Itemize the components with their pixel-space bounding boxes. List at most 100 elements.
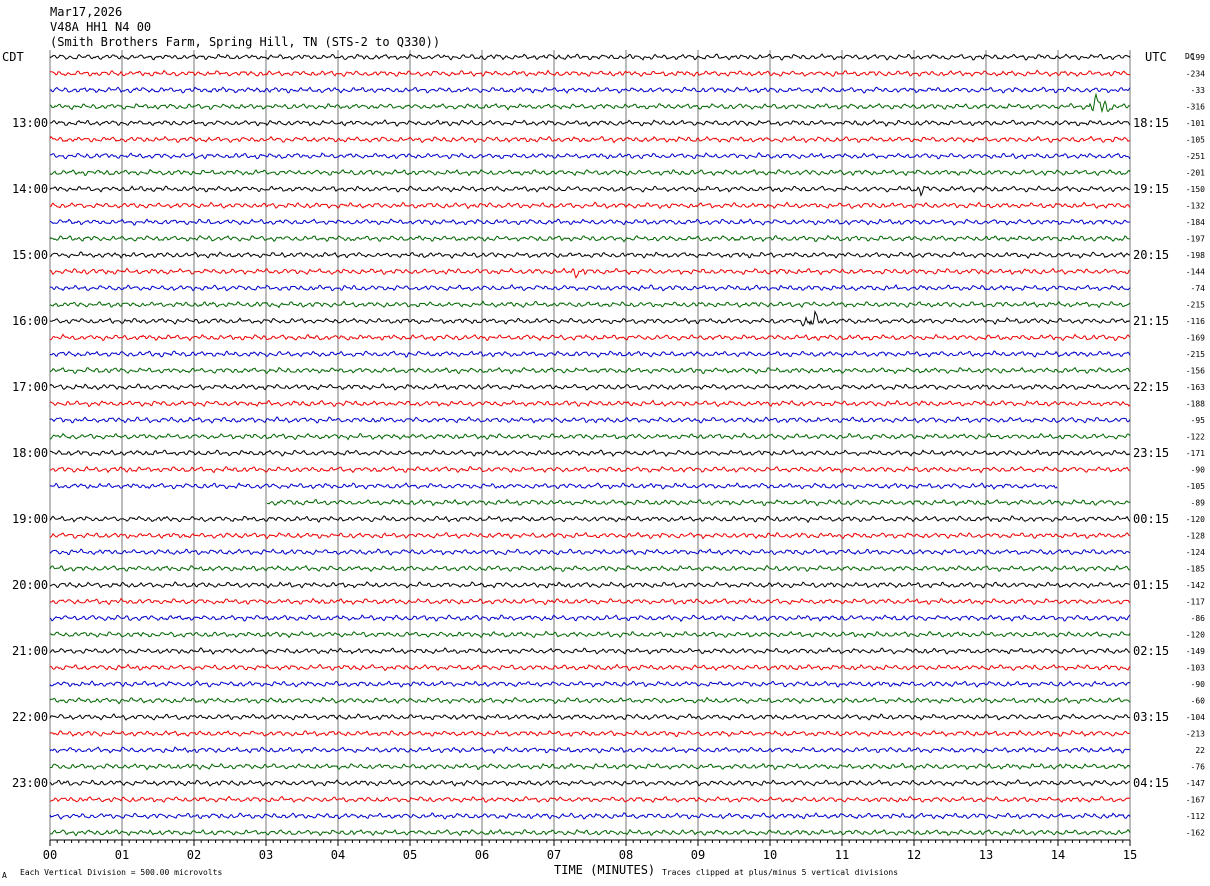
trace-18 [49,333,1131,342]
trace-30 [49,531,1131,540]
x-axis: 00 01 02 03 04 05 06 07 08 09 10 11 12 13 14 15 [43,839,1137,862]
trace-20 [49,366,1131,375]
x-tick-label-01: 01 [115,848,129,862]
trace-28 [266,498,1131,507]
x-axis-title: TIME (MINUTES) [554,863,655,877]
trace-45 [49,779,1131,787]
x-tick-label-11: 11 [835,848,849,862]
trace-8 [49,168,1131,177]
dc-offset-label: -316 [1186,103,1205,112]
trace-21 [49,383,1131,391]
right-timezone-label: UTC [1145,50,1167,64]
trace-25 [49,449,1131,458]
x-tick-label-12: 12 [907,848,921,862]
dc-offset-labels: -199 -234 -33 -316 -101 -105 -251 -201 -150 -132 -… [1186,53,1205,838]
dc-offset-label: -116 [1186,317,1205,326]
trace-44 [49,762,1131,771]
x-tick-label-15: 15 [1123,848,1137,862]
dc-offset-label: -199 [1186,53,1205,62]
header-site: (Smith Brothers Farm, Spring Hill, TN (S… [50,35,440,49]
dc-offset-label: -89 [1191,499,1206,508]
dc-offset-label: -104 [1186,713,1205,722]
left-hour-label: 23:00 [12,776,48,790]
dc-offset-label: -120 [1186,631,1205,640]
dc-offset-label: -169 [1186,334,1205,343]
x-tick-label-04: 04 [331,848,345,862]
dc-offset-label: -167 [1186,796,1205,805]
dc-offset-label: -90 [1191,680,1206,689]
dc-offset-label: -74 [1191,284,1206,293]
trace-29 [49,515,1131,524]
trace-36 [49,630,1131,639]
x-tick-label-13: 13 [979,848,993,862]
dc-offset-label: -147 [1186,779,1205,788]
right-hour-label: 02:15 [1133,644,1169,658]
right-hour-label: 22:15 [1133,380,1169,394]
dc-offset-label: -105 [1186,136,1205,145]
vertical-scale-note: Each Vertical Division = 500.00 microvol… [20,868,222,877]
dc-offset-label: -90 [1191,466,1206,475]
trace-48 [49,828,1131,837]
trace-3 [49,86,1131,94]
x-tick-label-14: 14 [1051,848,1065,862]
dc-offset-label: -142 [1186,581,1205,590]
trace-26 [49,465,1131,474]
trace-13 [49,251,1131,259]
dc-offset-label: -76 [1191,763,1206,772]
x-tick-label-02: 02 [187,848,201,862]
x-tick-label-06: 06 [475,848,489,862]
seismic-traces [49,53,1131,837]
dc-header-label: DC [1185,52,1195,61]
x-tick-label-10: 10 [763,848,777,862]
left-hour-label: 17:00 [12,380,48,394]
dc-offset-label: -117 [1186,598,1205,607]
trace-40 [49,696,1131,705]
dc-offset-label: -103 [1186,664,1205,673]
header-date: Mar17,2026 [50,5,122,19]
dc-offset-label: -33 [1191,86,1206,95]
dc-offset-label: -251 [1186,152,1205,161]
left-hour-label: 18:00 [12,446,48,460]
dc-offset-label: -156 [1186,367,1205,376]
trace-10 [49,201,1131,210]
dc-offset-label: -150 [1186,185,1205,194]
trace-17 [49,309,1131,327]
dc-offset-label: -95 [1191,416,1206,425]
trace-2 [49,69,1131,78]
right-hour-label: 23:15 [1133,446,1169,460]
dc-offset-label: -184 [1186,218,1205,227]
left-hour-label: 14:00 [12,182,48,196]
dc-offset-label: -101 [1186,119,1205,128]
dc-offset-label: -215 [1186,350,1205,359]
minute-gridlines [49,50,1131,840]
dc-offset-label: -120 [1186,515,1205,524]
right-hour-label: 18:15 [1133,116,1169,130]
trace-31 [49,548,1131,556]
trace-32 [49,564,1131,573]
header-station: V48A HH1 N4 00 [50,20,151,34]
right-hour-labels: 18:15 19:15 20:15 21:15 22:15 23:15 00:15 01:15… [1133,116,1169,790]
dc-offset-label: -171 [1186,449,1205,458]
dc-offset-label: -105 [1186,482,1205,491]
left-hour-label: 19:00 [12,512,48,526]
right-hour-label: 03:15 [1133,710,1169,724]
left-hour-label: 13:00 [12,116,48,130]
x-tick-label-09: 09 [691,848,705,862]
trace-6 [49,135,1131,144]
trace-5 [49,119,1131,127]
trace-22 [49,399,1131,408]
trace-11 [49,218,1131,226]
trace-12 [49,234,1131,243]
dc-offset-label: -149 [1186,647,1205,656]
dc-offset-label: -198 [1186,251,1205,260]
trace-35 [49,614,1131,623]
clip-note: Traces clipped at plus/minus 5 vertical … [662,868,898,877]
dc-offset-label: -144 [1186,268,1205,277]
dc-offset-label: -234 [1186,70,1205,79]
right-hour-label: 19:15 [1133,182,1169,196]
right-hour-label: 04:15 [1133,776,1169,790]
x-tick-label-07: 07 [547,848,561,862]
trace-19 [49,350,1131,358]
trace-23 [49,416,1131,424]
